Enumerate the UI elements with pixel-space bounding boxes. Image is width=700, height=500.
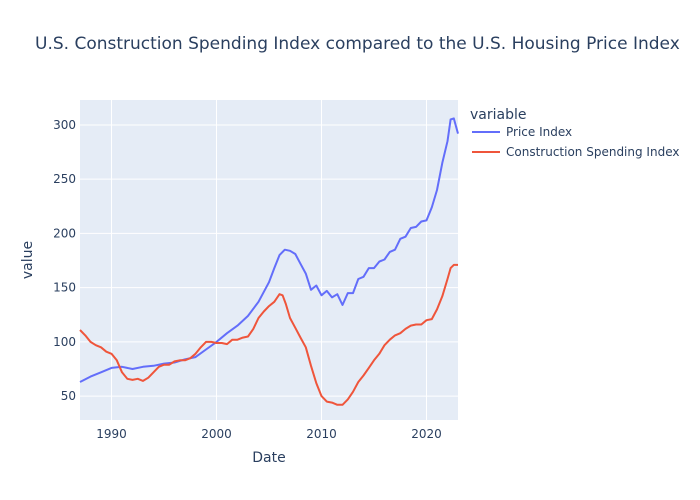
y-tick-label: 150 (53, 281, 76, 295)
legend-item[interactable]: Price Index (472, 125, 572, 139)
chart-title: U.S. Construction Spending Index compare… (35, 34, 680, 54)
y-tick-label: 100 (53, 335, 76, 349)
grid-lines (80, 100, 458, 420)
legend-item[interactable]: Construction Spending Index (472, 145, 679, 159)
y-tick-label: 200 (53, 226, 76, 240)
legend-items[interactable]: Price Index Construction Spending Index (472, 125, 679, 159)
legend[interactable]: variable Price Index Construction Spendin… (470, 107, 679, 159)
legend-label: Construction Spending Index (506, 145, 679, 159)
plot-area-background (80, 100, 458, 420)
y-tick-label: 50 (61, 389, 76, 403)
x-axis-ticks: 1990 2000 2010 2020 (96, 427, 442, 441)
y-axis-ticks: 50 100 150 200 250 300 (53, 118, 76, 403)
x-tick-label: 2020 (411, 427, 442, 441)
series-line-2[interactable] (79, 263, 458, 406)
x-tick-label: 2010 (306, 427, 337, 441)
legend-title: variable (470, 107, 526, 123)
x-tick-label: 1990 (96, 427, 127, 441)
x-tick-label: 2000 (201, 427, 232, 441)
y-tick-label: 250 (53, 172, 76, 186)
legend-label: Price Index (506, 125, 572, 139)
y-tick-label: 300 (53, 118, 76, 132)
x-axis-title: Date (252, 450, 285, 466)
series-lines (79, 117, 459, 406)
y-axis-title: value (20, 241, 36, 279)
